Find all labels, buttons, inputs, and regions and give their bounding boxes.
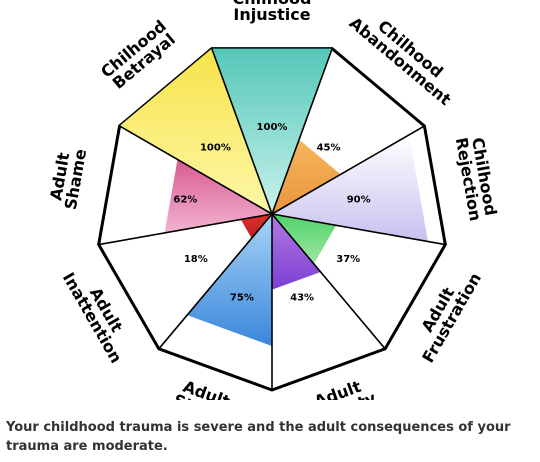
svg-text:AdultAnxiety: AdultAnxiety <box>302 373 379 400</box>
spoke-line <box>98 213 273 246</box>
value-label: 37% <box>336 254 360 265</box>
svg-text:ChilhoodRejection: ChilhoodRejection <box>452 133 501 222</box>
sector-chilhood-injustice <box>211 48 333 214</box>
value-label: 90% <box>347 195 371 206</box>
sector-adult-anxiety <box>272 214 321 290</box>
svg-text:ChilhoodInjustice: ChilhoodInjustice <box>233 0 312 24</box>
sector-adult-stress <box>187 214 272 346</box>
value-label: 75% <box>230 293 254 304</box>
sector-chilhood-betrayal <box>119 48 272 214</box>
sector-adult-shame <box>164 159 272 233</box>
value-label: 62% <box>173 195 197 206</box>
sector-adult-inattention <box>240 214 272 239</box>
spoke-line <box>271 125 425 215</box>
svg-text:AdultStress: AdultStress <box>171 375 237 400</box>
sector-adult-frustration <box>272 214 337 264</box>
svg-text:AdultShame: AdultShame <box>45 145 90 212</box>
category-label: ChilhoodRejection <box>452 133 501 223</box>
spoke-line <box>119 125 273 215</box>
value-label: 45% <box>317 143 341 154</box>
value-label: 100% <box>257 122 288 133</box>
category-label: ChilhoodBetrayal <box>97 16 180 94</box>
value-label: 43% <box>290 293 314 304</box>
spoke-line <box>271 213 446 246</box>
spoke-line <box>158 213 273 350</box>
category-label: ChilhoodInjustice <box>233 0 312 24</box>
spoke-line <box>271 48 333 215</box>
sector-chilhood-rejection <box>272 134 428 242</box>
trauma-radial-chart: 100% 45% 90% 37% 43% 75% 18% 62% 100% ChilhoodIn… <box>45 0 501 400</box>
svg-text:ChilhoodBetrayal: ChilhoodBetrayal <box>97 16 180 94</box>
category-label: AdultStress <box>171 375 237 400</box>
category-label: AdultAnxiety <box>302 373 379 400</box>
category-label: AdultShame <box>45 145 90 212</box>
value-label: 18% <box>184 254 208 265</box>
spoke-line <box>271 213 386 350</box>
spoke-line <box>211 48 273 215</box>
result-summary: Your childhood trauma is severe and the … <box>6 420 511 454</box>
value-label: 100% <box>200 143 231 154</box>
sector-chilhood-abandonment <box>272 139 341 214</box>
